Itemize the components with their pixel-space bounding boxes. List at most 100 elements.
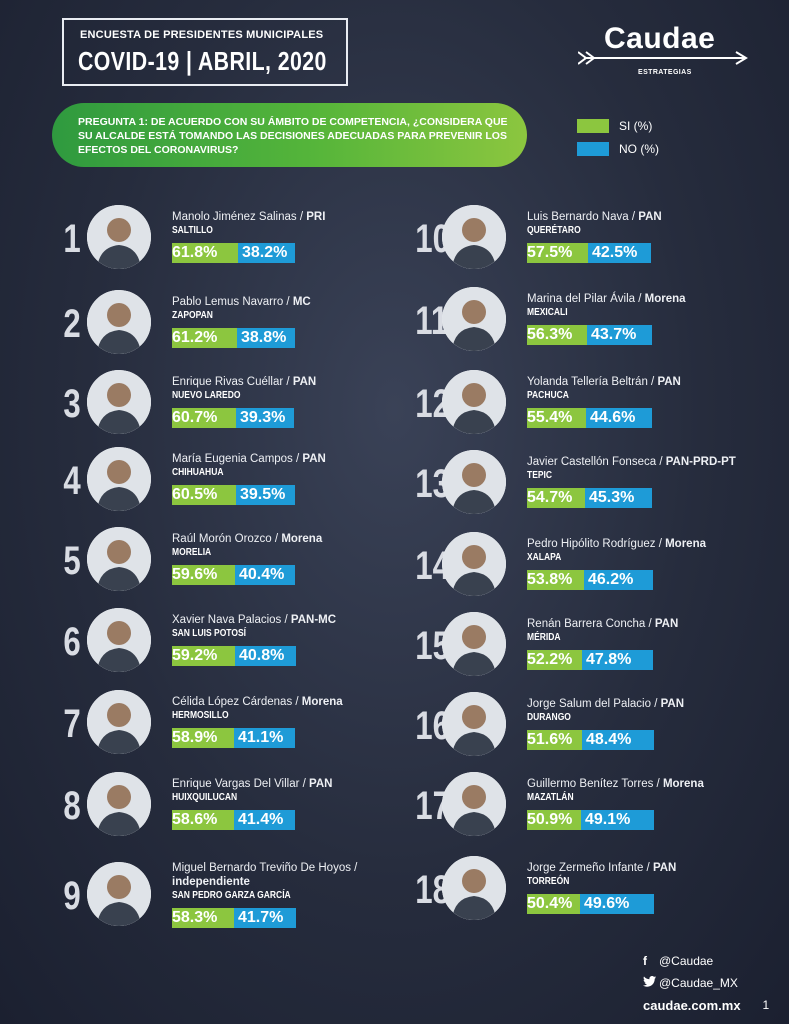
mayor-city: QUERÉTARO — [527, 225, 581, 236]
mayor-name: Enrique Rivas Cuéllar — [172, 376, 284, 388]
mayor-name: Jorge Zermeño Infante — [527, 862, 644, 874]
rank-number: 11 — [415, 299, 449, 343]
mayor-city: MÉRIDA — [527, 632, 561, 643]
mayor-name: Miguel Bernardo Treviño De Hoyos — [172, 862, 351, 874]
mayor-name: Renán Barrera Concha — [527, 618, 646, 630]
rank-number: 16 — [415, 704, 451, 748]
mayor-photo — [442, 287, 506, 351]
legend-label-si: SI (%) — [619, 119, 653, 133]
si-percentage: 58.6% — [172, 811, 218, 828]
mayor-name: Raúl Morón Orozco — [172, 533, 272, 545]
no-segment: 45.3% — [585, 488, 652, 508]
rank-number: 3 — [63, 382, 81, 426]
mayor-photo — [442, 370, 506, 434]
no-percentage: 41.4% — [238, 811, 284, 828]
mayor-entry: 12 Yolanda Tellería Beltrán / PAN PACHUCA 5… — [412, 370, 752, 442]
mayor-city: SALTILLO — [172, 225, 213, 236]
si-segment: 61.2% — [172, 328, 237, 348]
legend-item-no: NO (%) — [577, 141, 659, 157]
mayor-city: PACHUCA — [527, 390, 569, 401]
no-segment: 41.1% — [234, 728, 295, 748]
mayor-name-line: Jorge Salum del Palacio / PAN — [527, 698, 685, 710]
no-segment: 40.4% — [235, 565, 295, 585]
si-percentage: 58.3% — [172, 909, 218, 926]
mayor-entry: 3 Enrique Rivas Cuéllar / PAN NUEVO LAREDO… — [57, 370, 397, 442]
mayor-name: Marina del Pilar Ávila — [527, 293, 636, 305]
mayor-photo — [87, 447, 151, 511]
approval-bar: 59.2% 40.8% — [172, 646, 296, 666]
si-segment: 56.3% — [527, 325, 587, 345]
mayor-name: Guillermo Benítez Torres — [527, 778, 654, 790]
mayor-photo — [87, 370, 151, 434]
no-percentage: 41.7% — [238, 909, 284, 926]
mayor-photo — [87, 772, 151, 836]
si-segment: 61.8% — [172, 243, 238, 263]
page-number: 1 — [762, 998, 770, 1012]
mayor-name-line: Renán Barrera Concha / PAN — [527, 618, 679, 630]
mayor-photo — [87, 527, 151, 591]
footer-website[interactable]: caudae.com.mx 1 — [643, 994, 769, 1016]
no-segment: 46.2% — [584, 570, 653, 590]
approval-bar: 61.8% 38.2% — [172, 243, 295, 263]
mayor-name-line: Enrique Vargas Del Villar / PAN — [172, 778, 333, 790]
website-link[interactable]: caudae.com.mx — [643, 997, 741, 1013]
approval-bar: 61.2% 38.8% — [172, 328, 295, 348]
mayor-photo — [442, 692, 506, 756]
mayor-city: ZAPOPAN — [172, 310, 213, 321]
no-segment: 43.7% — [587, 325, 652, 345]
footer-twitter[interactable]: @Caudae_MX — [643, 972, 769, 994]
approval-bar: 57.5% 42.5% — [527, 243, 651, 263]
mayor-entry: 13 Javier Castellón Fonseca / PAN-PRD-PT T… — [412, 450, 752, 522]
twitter-handle: @Caudae_MX — [659, 976, 738, 990]
mayor-city: XALAPA — [527, 552, 562, 563]
si-percentage: 60.5% — [172, 486, 218, 503]
survey-subtitle: ENCUESTA DE PRESIDENTES MUNICIPALES — [80, 29, 324, 41]
si-percentage: 50.9% — [527, 811, 573, 828]
mayor-entry: 6 Xavier Nava Palacios / PAN-MC SAN LUIS P… — [57, 608, 397, 680]
mayor-photo — [442, 205, 506, 269]
mayor-city: CHIHUAHUA — [172, 467, 224, 478]
si-percentage: 56.3% — [527, 326, 573, 343]
mayor-party: PAN — [652, 862, 677, 874]
legend-label-no: NO (%) — [619, 142, 659, 156]
no-segment: 40.8% — [235, 646, 296, 666]
mayor-entry: 17 Guillermo Benítez Torres / Morena MAZAT… — [412, 772, 752, 844]
mayor-entry: 4 María Eugenia Campos / PAN CHIHUAHUA 60.5… — [57, 447, 397, 519]
mayor-name-line: Marina del Pilar Ávila / Morena — [527, 293, 686, 305]
mayor-photo — [87, 290, 151, 354]
question-text: PREGUNTA 1: DE ACUERDO CON SU ÁMBITO DE … — [78, 116, 508, 156]
no-percentage: 38.8% — [241, 329, 287, 346]
mayor-entry: 14 Pedro Hipólito Rodríguez / Morena XALAP… — [412, 532, 752, 604]
si-percentage: 60.7% — [172, 409, 218, 426]
mayor-name: Manolo Jiménez Salinas — [172, 211, 297, 223]
footer: f @Caudae @Caudae_MX caudae.com.mx 1 — [643, 950, 769, 1016]
logo-tagline: ESTRATEGIAS — [638, 69, 692, 76]
no-percentage: 40.8% — [239, 647, 285, 664]
si-segment: 51.6% — [527, 730, 582, 750]
si-segment: 58.3% — [172, 908, 234, 928]
mayor-name: Luis Bernardo Nava — [527, 211, 629, 223]
no-segment: 48.4% — [582, 730, 654, 750]
approval-bar: 54.7% 45.3% — [527, 488, 652, 508]
legend: SI (%) NO (%) — [577, 118, 659, 164]
no-percentage: 39.3% — [240, 409, 286, 426]
mayor-party: Morena — [644, 293, 686, 305]
no-percentage: 49.6% — [584, 895, 630, 912]
mayor-party: MC — [292, 296, 311, 308]
mayor-photo — [87, 690, 151, 754]
si-segment: 59.6% — [172, 565, 235, 585]
no-segment: 49.1% — [581, 810, 654, 830]
mayor-entry: 10 Luis Bernardo Nava / PAN QUERÉTARO 57.5%… — [412, 205, 752, 277]
si-segment: 58.9% — [172, 728, 234, 748]
si-segment: 57.5% — [527, 243, 588, 263]
twitter-icon — [643, 976, 659, 990]
footer-facebook[interactable]: f @Caudae — [643, 950, 769, 972]
mayor-city: MORELIA — [172, 547, 212, 558]
legend-swatch-si — [577, 119, 609, 133]
rank-number: 18 — [415, 868, 451, 912]
mayor-photo — [442, 532, 506, 596]
si-percentage: 54.7% — [527, 489, 573, 506]
approval-bar: 55.4% 44.6% — [527, 408, 652, 428]
mayor-party: PAN — [638, 211, 662, 223]
facebook-icon: f — [643, 954, 647, 968]
